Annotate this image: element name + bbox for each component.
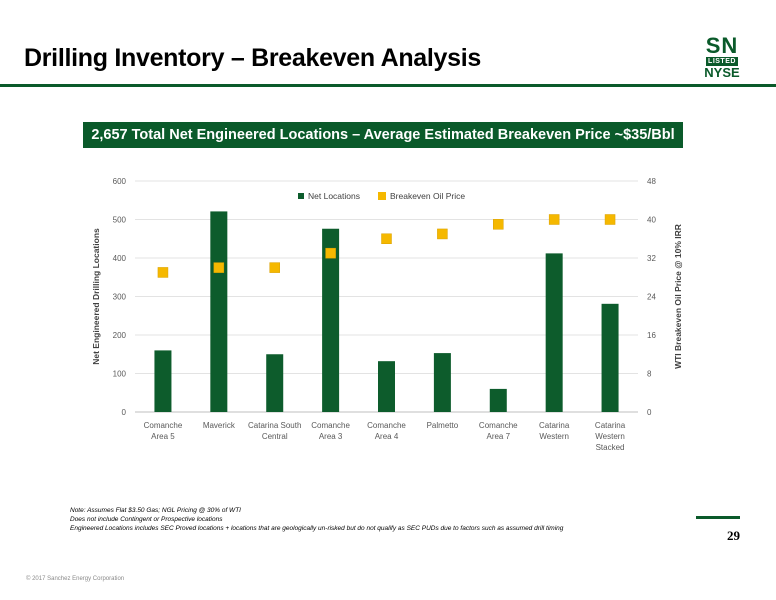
y-axis-title: Net Engineered Drilling Locations [91,228,101,365]
y2-tick-label: 48 [647,177,656,186]
footnotes: Note: Assumes Flat $3.50 Gas; NGL Pricin… [70,506,563,533]
bar-net-locations [266,354,284,412]
bar-net-locations [322,228,340,412]
footnote: Note: Assumes Flat $3.50 Gas; NGL Pricin… [70,507,241,514]
x-tick-label: Maverick [203,421,236,430]
x-tick-label: Central [262,432,288,441]
y2-tick-label: 0 [647,408,652,417]
title-divider [0,84,776,87]
marker-breakeven-price [381,233,392,244]
bar-net-locations [489,388,507,412]
marker-breakeven-price [325,247,336,259]
x-tick-label: Comanche [367,421,406,430]
x-tick-label: Catarina [595,421,626,430]
x-tick-label: Palmetto [427,421,459,430]
legend-swatch-net-locations [298,193,304,199]
x-tick-label: Catarina South [248,421,301,430]
x-tick-label: Western [539,432,569,441]
marker-breakeven-price [437,228,448,240]
legend-label-breakeven-price: Breakeven Oil Price [390,191,465,201]
marker-breakeven-price [213,262,225,273]
slide-title: Drilling Inventory – Breakeven Analysis [24,44,482,72]
x-tick-label: Comanche [144,421,183,430]
bar-net-locations [545,253,563,412]
bar-net-locations [601,303,619,412]
x-tick-label: Area 4 [375,432,399,441]
logo-exchange: NYSE [704,65,740,80]
x-tick-label: Area 7 [486,432,510,441]
company-logo: SN LISTED NYSE [700,33,744,80]
bar-net-locations [433,353,451,412]
legend-label-net-locations: Net Locations [308,191,360,201]
y2-tick-label: 24 [647,293,656,302]
x-tick-label: Stacked [596,443,625,452]
x-tick-label: Catarina [539,421,570,430]
x-tick-label: Comanche [311,421,350,430]
y2-tick-label: 40 [647,216,656,225]
copyright: © 2017 Sanchez Energy Corporation [26,576,125,582]
y-tick-label: 400 [113,254,127,263]
y2-tick-label: 8 [647,370,652,379]
y2-axis-title: WTI Breakeven Oil Price @ 10% IRR [673,224,683,369]
logo-listed: LISTED [706,57,738,66]
y-tick-label: 600 [113,177,127,186]
x-tick-label: Western [595,432,625,441]
page-number-rule [696,516,740,519]
y-tick-label: 100 [113,370,127,379]
y-tick-label: 200 [113,331,127,340]
marker-breakeven-price [269,262,280,273]
footnote: Engineered Locations includes SEC Proved… [70,525,564,532]
bar-net-locations [154,350,172,412]
x-tick-label: Area 5 [151,432,175,441]
y2-tick-label: 32 [647,254,656,263]
legend-swatch-breakeven-price [378,192,386,200]
x-tick-label: Comanche [479,421,518,430]
y-tick-label: 300 [113,293,127,302]
y-tick-label: 0 [122,408,127,417]
marker-breakeven-price [157,267,169,278]
bar-net-locations [378,361,395,412]
logo-ticker: SN [705,33,739,58]
marker-breakeven-price [493,219,504,230]
x-tick-label: Area 3 [319,432,343,441]
y2-tick-label: 16 [647,331,656,340]
bar-net-locations [210,211,228,412]
footnote: Does not include Contingent or Prospecti… [70,516,223,523]
summary-banner: 2,657 Total Net Engineered Locations – A… [83,122,683,148]
marker-breakeven-price [548,214,560,225]
page-number: 29 [727,528,740,543]
summary-banner-text: 2,657 Total Net Engineered Locations – A… [91,127,675,143]
marker-breakeven-price [604,214,616,225]
y-tick-label: 500 [113,216,127,225]
